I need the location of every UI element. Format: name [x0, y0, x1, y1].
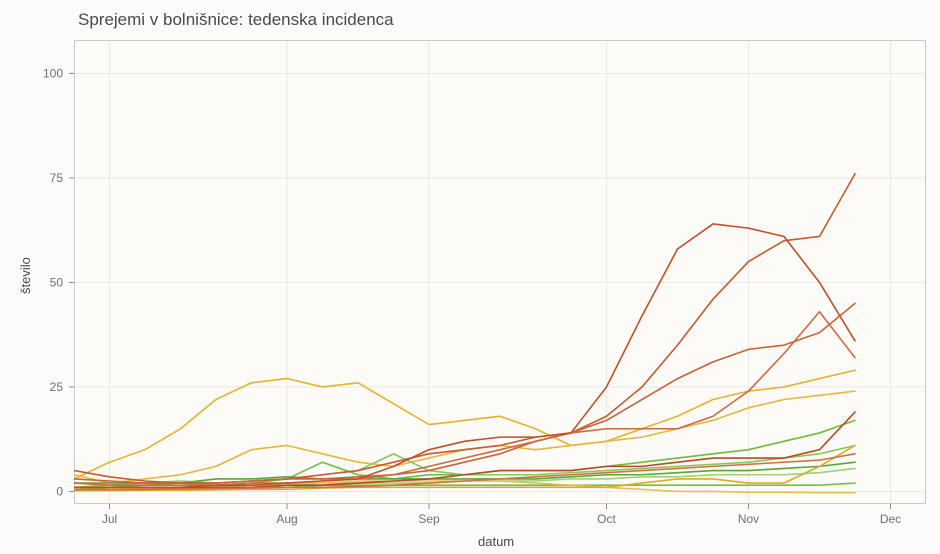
chart-plot: 0 25 50 75 100 Jul Aug Sep Oct Nov Dec — [0, 0, 940, 554]
y-tick-label: 50 — [50, 275, 64, 289]
y-tick-label: 75 — [50, 171, 64, 185]
x-tick-label: Nov — [738, 512, 759, 526]
y-tick-label: 25 — [50, 380, 64, 394]
y-tick-label: 0 — [56, 484, 63, 498]
x-tick-label: Sep — [418, 512, 440, 526]
y-tick-label: 100 — [43, 66, 63, 80]
x-tick-label: Aug — [276, 512, 297, 526]
x-tick-label: Oct — [597, 512, 616, 526]
x-tick-label: Jul — [102, 512, 117, 526]
x-tick-label: Dec — [880, 512, 901, 526]
